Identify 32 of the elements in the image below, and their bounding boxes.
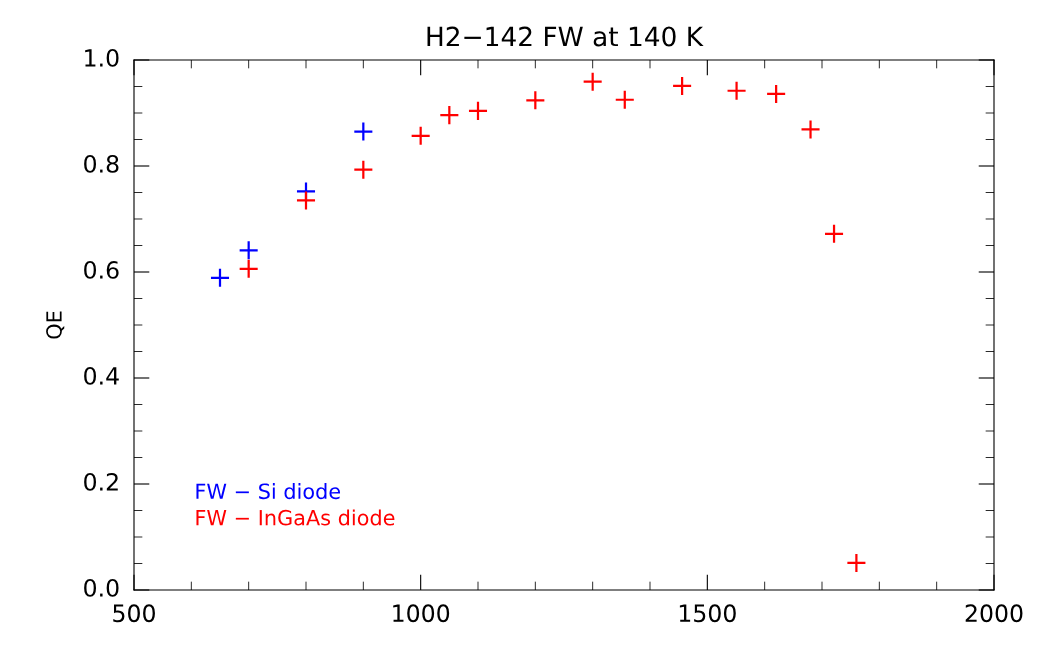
point bbox=[766, 83, 787, 105]
point bbox=[800, 119, 821, 140]
y-tick-label: 0.0 bbox=[84, 578, 119, 597]
point bbox=[410, 125, 431, 146]
point bbox=[823, 223, 845, 244]
point bbox=[209, 267, 231, 288]
point bbox=[467, 100, 489, 122]
point bbox=[525, 90, 546, 111]
point bbox=[238, 240, 259, 261]
point bbox=[439, 104, 460, 126]
point bbox=[582, 71, 603, 92]
y-tick-label: 1.0 bbox=[85, 48, 119, 67]
chart-title: H2−142 FW at 140 K bbox=[427, 26, 704, 47]
point bbox=[671, 75, 693, 97]
text: FW − Si diode bbox=[196, 483, 341, 500]
point bbox=[614, 89, 635, 110]
y-tick-label: 0.8 bbox=[84, 154, 119, 173]
point bbox=[353, 121, 374, 142]
y-tick-label: 0.6 bbox=[84, 260, 119, 279]
point bbox=[295, 190, 317, 211]
y-tick-label: 0.2 bbox=[84, 472, 118, 491]
x-tick-label: 2000 bbox=[965, 604, 1023, 623]
point bbox=[353, 159, 374, 180]
point bbox=[846, 552, 867, 574]
y-tick-label: 0.4 bbox=[84, 366, 119, 385]
x-tick-label: 1500 bbox=[679, 604, 736, 623]
y-axis-title: QE bbox=[46, 311, 65, 339]
text: FW − InGaAs diode bbox=[196, 509, 395, 526]
point bbox=[238, 258, 259, 279]
point bbox=[726, 80, 747, 101]
x-tick-label: 500 bbox=[113, 604, 155, 623]
x-tick-label: 1000 bbox=[393, 604, 450, 623]
